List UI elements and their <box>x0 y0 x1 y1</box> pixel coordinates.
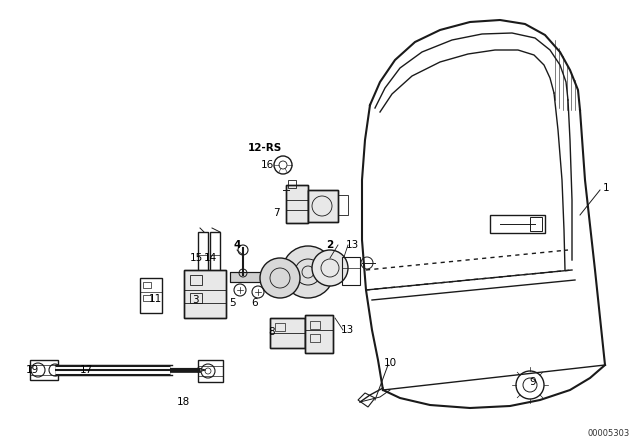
Text: 19: 19 <box>26 365 38 375</box>
Bar <box>190 275 202 285</box>
Text: 9: 9 <box>530 377 536 387</box>
Bar <box>288 180 296 188</box>
Bar <box>310 334 320 342</box>
Circle shape <box>260 258 300 298</box>
Text: 17: 17 <box>79 365 93 375</box>
Bar <box>198 232 208 284</box>
Bar <box>270 318 305 348</box>
Text: 10: 10 <box>383 358 397 368</box>
Bar <box>230 272 310 282</box>
Bar <box>286 185 308 223</box>
Bar <box>338 195 348 215</box>
Text: 12-RS: 12-RS <box>248 143 282 153</box>
Text: 00005303: 00005303 <box>588 429 630 438</box>
Bar <box>342 257 360 285</box>
Bar <box>184 270 226 318</box>
Bar <box>490 215 545 233</box>
Circle shape <box>312 250 348 286</box>
Bar <box>184 270 226 318</box>
Text: 11: 11 <box>148 294 162 304</box>
Bar <box>140 278 162 313</box>
Bar <box>230 272 310 282</box>
Bar <box>275 323 285 331</box>
Text: 18: 18 <box>177 397 189 407</box>
Bar <box>198 360 223 382</box>
Bar <box>210 232 220 284</box>
Bar <box>143 282 151 288</box>
Bar <box>143 295 151 301</box>
Bar <box>286 185 308 223</box>
Bar <box>305 315 333 353</box>
Text: 16: 16 <box>260 160 274 170</box>
Text: 2: 2 <box>326 240 333 250</box>
Bar <box>30 360 58 380</box>
Bar <box>270 318 305 348</box>
Text: 8: 8 <box>269 327 275 337</box>
Bar <box>530 217 542 231</box>
Bar <box>308 190 338 222</box>
Circle shape <box>282 246 334 298</box>
Text: 13: 13 <box>340 325 354 335</box>
Bar <box>310 321 320 329</box>
Circle shape <box>238 245 248 255</box>
Text: 1: 1 <box>603 183 609 193</box>
Bar <box>190 293 202 303</box>
Bar <box>305 315 333 353</box>
Text: 6: 6 <box>252 298 259 308</box>
Text: 15: 15 <box>189 253 203 263</box>
Text: 14: 14 <box>204 253 216 263</box>
Text: 7: 7 <box>273 208 279 218</box>
Text: 13: 13 <box>346 240 358 250</box>
Bar <box>308 190 338 222</box>
Text: 4: 4 <box>234 240 241 250</box>
Text: 3: 3 <box>192 295 198 305</box>
Text: 5: 5 <box>230 298 236 308</box>
